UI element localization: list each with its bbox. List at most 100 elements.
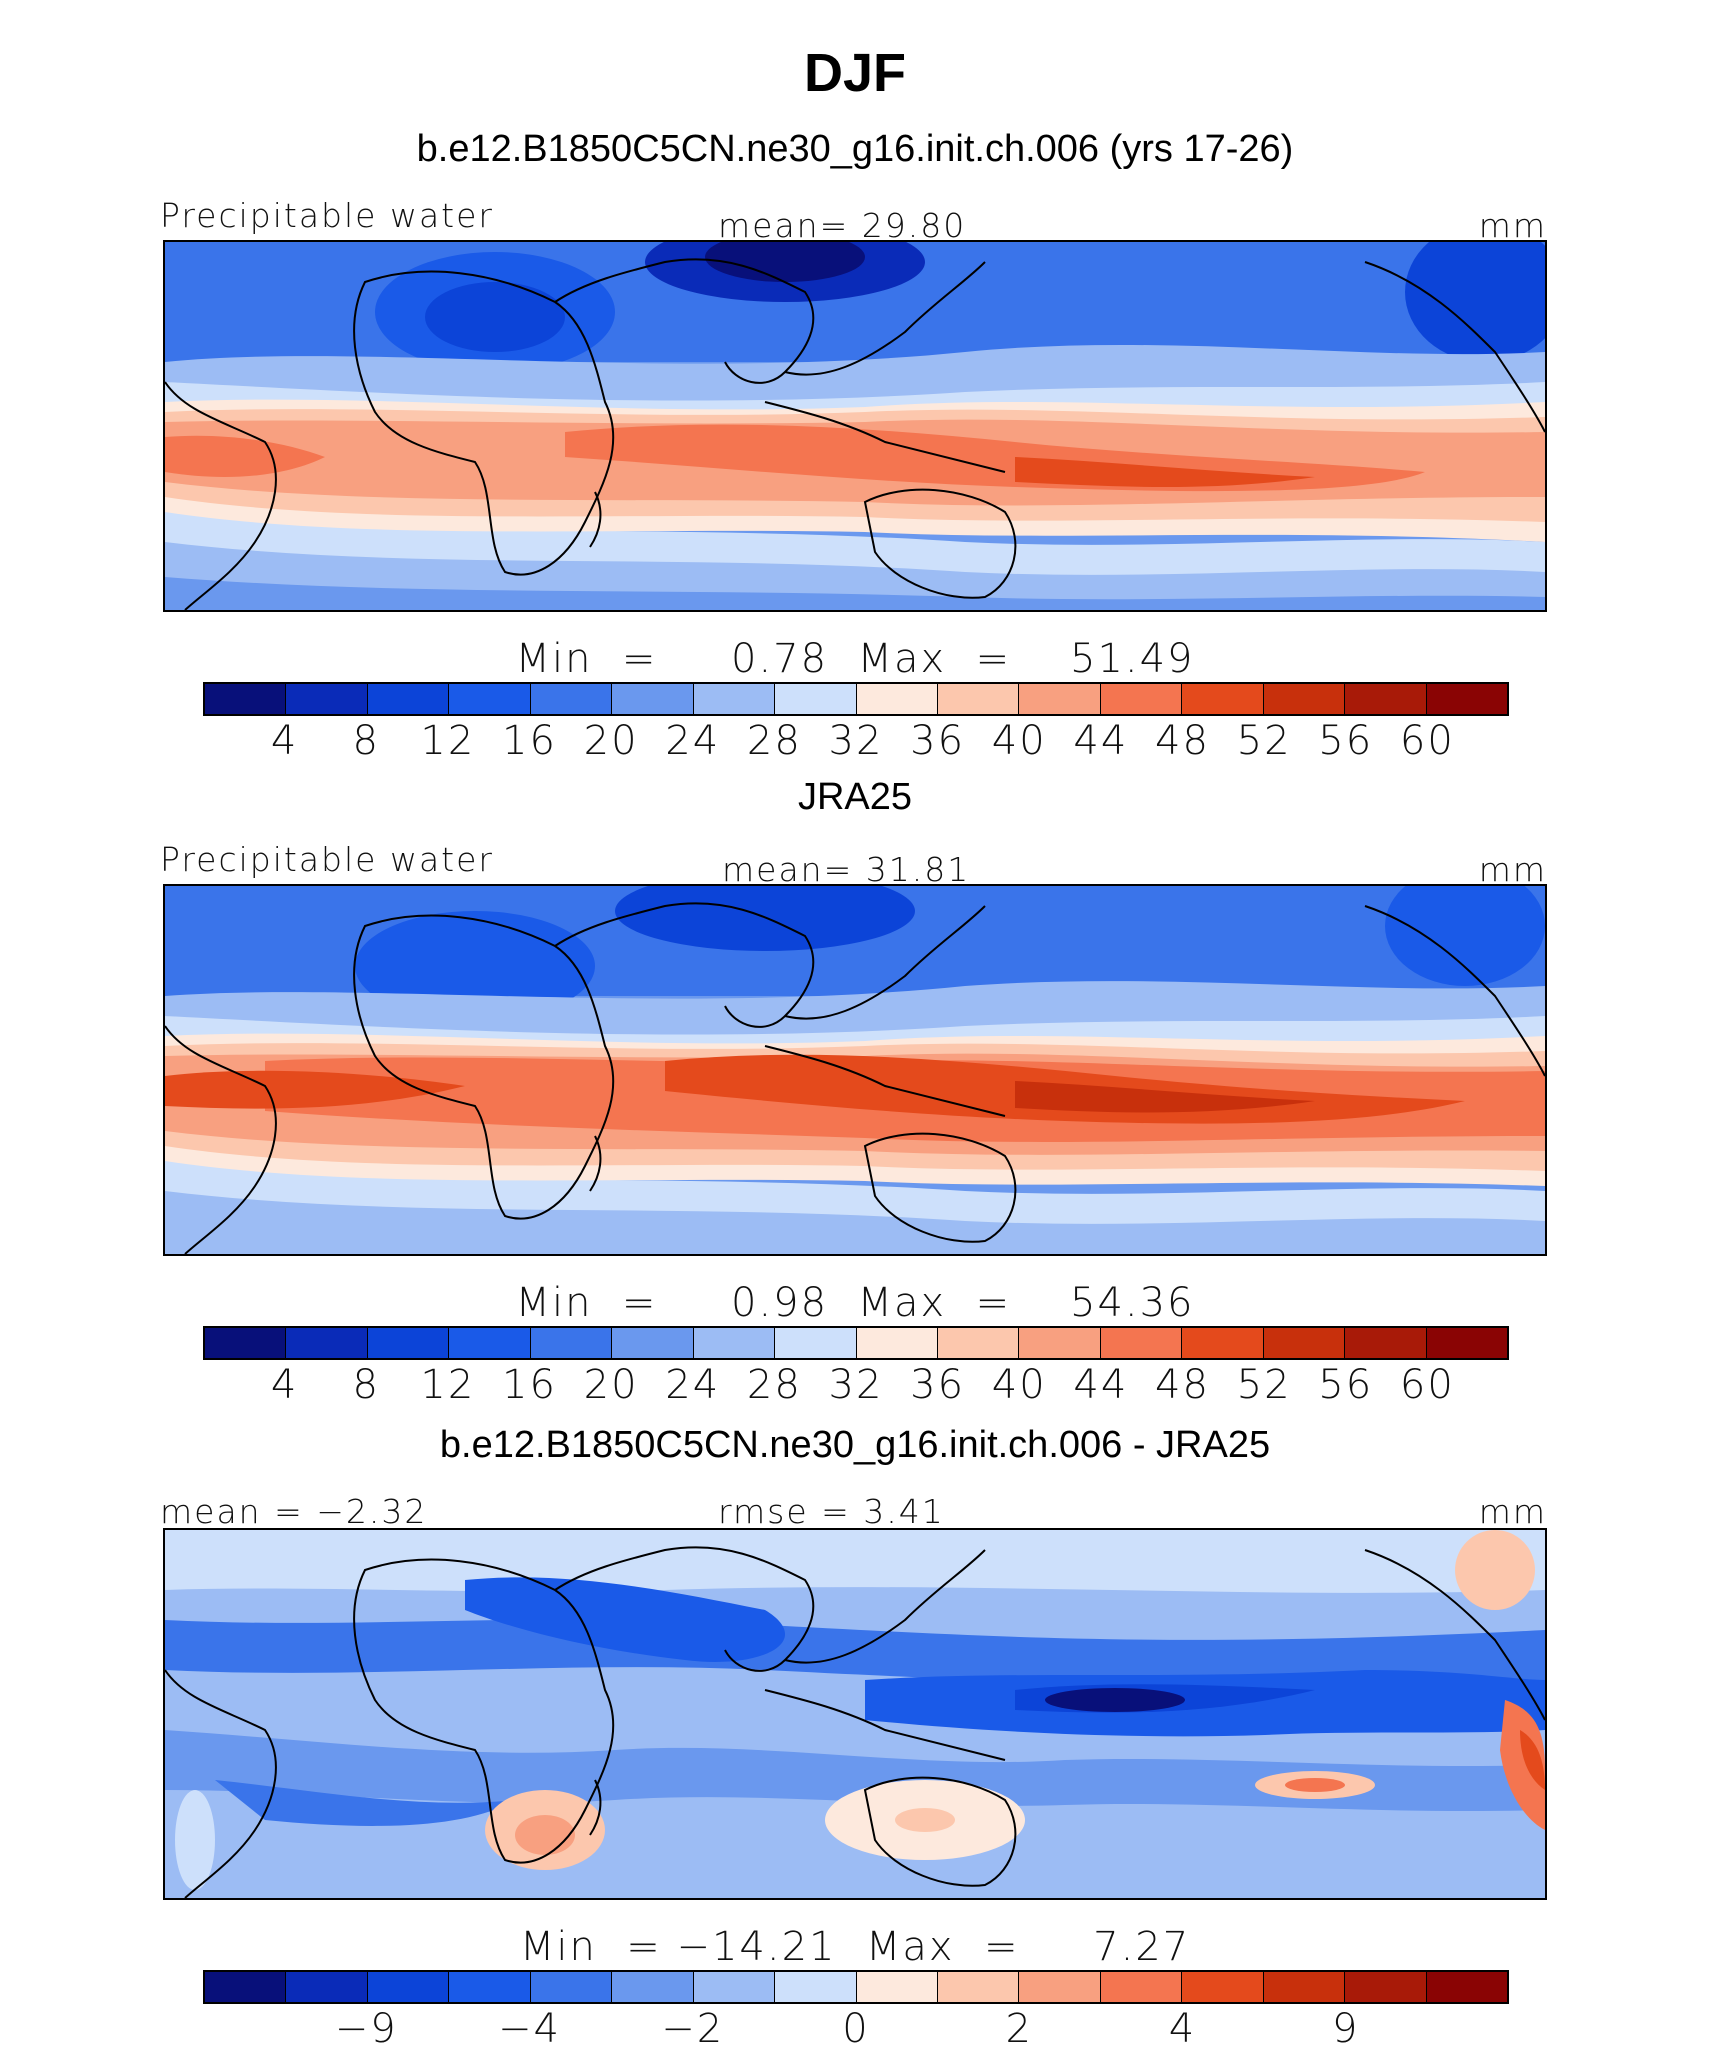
colorbar-swatch	[1263, 1972, 1346, 2002]
colorbar-tick-label: 8	[352, 718, 380, 764]
colorbar-swatch	[775, 684, 857, 714]
colorbar-swatch	[205, 1972, 287, 2002]
colorbar-swatch	[937, 684, 1020, 714]
colorbar-swatch	[1182, 1972, 1264, 2002]
colorbar-swatch	[612, 684, 694, 714]
colorbar-swatch	[775, 1972, 857, 2002]
colorbar-tick-label: 0	[842, 2006, 870, 2052]
colorbar-tick-label: 40	[991, 718, 1047, 764]
colorbar-tick-label: 28	[746, 1362, 802, 1408]
figure-title: DJF	[803, 43, 906, 103]
colorbar-swatch	[1100, 1972, 1183, 2002]
colorbar-swatch	[286, 1972, 368, 2002]
colorbar-tick-label: 12	[420, 718, 476, 764]
colorbar-swatch	[693, 1328, 776, 1358]
colorbar-tick-label: 9	[1332, 2006, 1360, 2052]
colorbar-tick-label: 2	[1005, 2006, 1033, 2052]
colorbar-tick-label: 4	[270, 718, 299, 764]
panel3-map	[163, 1528, 1547, 1900]
colorbar-swatch	[937, 1972, 1020, 2002]
colorbar-tick-label: 4	[1168, 2006, 1197, 2052]
colorbar-tick-label: 32	[828, 1362, 884, 1408]
colorbar-swatch	[937, 1328, 1020, 1358]
colorbar-tick-label: 36	[910, 1362, 966, 1408]
colorbar-tick-label: 56	[1318, 718, 1374, 764]
panel3-mean-label: mean = −2.32	[160, 1492, 428, 1531]
panel1-title: b.e12.B1850C5CN.ne30_g16.init.ch.006 (yr…	[416, 128, 1294, 170]
panel1-units: mm	[1478, 206, 1547, 245]
panel3-minmax: Min = −14.21 Max = 7.27	[519, 1924, 1191, 1970]
panel3-rmse-label: rmse = 3.41	[718, 1492, 945, 1531]
colorbar-tick-label: 28	[746, 718, 802, 764]
colorbar-swatch	[1019, 1972, 1101, 2002]
colorbar-swatch	[856, 684, 938, 714]
colorbar-tick-label: 4	[270, 1362, 299, 1408]
panel2-units: mm	[1478, 850, 1547, 889]
colorbar-swatch	[1263, 684, 1346, 714]
colorbar-swatch	[1019, 684, 1101, 714]
panel1-colorbar	[203, 682, 1509, 716]
colorbar-tick-label: −4	[498, 2006, 561, 2052]
colorbar-swatch	[530, 684, 613, 714]
colorbar-tick-label: 48	[1155, 1362, 1210, 1408]
colorbar-swatch	[1182, 1328, 1264, 1358]
colorbar-tick-label: 20	[583, 1362, 639, 1408]
panel2-minmax: Min = 0.98 Max = 54.36	[515, 1280, 1195, 1326]
colorbar-tick-label: 24	[665, 718, 721, 764]
colorbar-tick-label: 48	[1155, 718, 1210, 764]
colorbar-swatch	[1426, 684, 1507, 714]
colorbar-swatch	[1100, 1328, 1183, 1358]
colorbar-swatch	[612, 1972, 694, 2002]
colorbar-tick-label: 16	[502, 1362, 557, 1408]
panel1-minmax: Min = 0.78 Max = 51.49	[515, 636, 1195, 682]
panel1-mean-label: mean= 29.80	[718, 206, 967, 245]
panel1-colorbar-ticks: 4 8 12 16 20 24 28 32 36 40 44 48 52 56 60	[0, 718, 1710, 766]
colorbar-swatch	[1345, 684, 1427, 714]
panel3-colorbar-ticks: −9 −4 −2 0 2 4 9	[0, 2006, 1710, 2054]
panel1-map	[163, 240, 1547, 612]
colorbar-tick-label: 52	[1236, 1362, 1292, 1408]
colorbar-tick-label: 44	[1073, 718, 1129, 764]
colorbar-tick-label: 56	[1318, 1362, 1374, 1408]
colorbar-swatch	[1426, 1328, 1507, 1358]
colorbar-tick-label: 16	[502, 718, 557, 764]
colorbar-tick-label: 8	[352, 1362, 380, 1408]
colorbar-swatch	[530, 1328, 613, 1358]
colorbar-swatch	[367, 1972, 450, 2002]
panel2-title: JRA25	[797, 776, 913, 818]
colorbar-tick-label: 60	[1399, 1362, 1455, 1408]
panel3-units: mm	[1478, 1492, 1547, 1531]
colorbar-swatch	[367, 1328, 450, 1358]
panel3-colorbar	[203, 1970, 1509, 2004]
colorbar-swatch	[1100, 684, 1183, 714]
colorbar-swatch	[856, 1328, 938, 1358]
colorbar-swatch	[367, 684, 450, 714]
colorbar-swatch	[693, 684, 776, 714]
colorbar-tick-label: 44	[1073, 1362, 1129, 1408]
colorbar-swatch	[286, 684, 368, 714]
colorbar-swatch	[1182, 684, 1264, 714]
panel2-map	[163, 884, 1547, 1256]
colorbar-swatch	[449, 684, 531, 714]
panel2-mean-label: mean= 31.81	[722, 850, 971, 889]
colorbar-tick-label: −9	[334, 2006, 398, 2052]
colorbar-tick-label: 32	[828, 718, 884, 764]
colorbar-tick-label: 52	[1236, 718, 1292, 764]
colorbar-swatch	[1345, 1328, 1427, 1358]
colorbar-swatch	[1019, 1328, 1101, 1358]
colorbar-swatch	[1263, 1328, 1346, 1358]
panel1-variable-label: Precipitable water	[160, 196, 494, 235]
colorbar-swatch	[205, 684, 287, 714]
colorbar-tick-label: −2	[661, 2006, 725, 2052]
colorbar-swatch	[449, 1972, 531, 2002]
colorbar-swatch	[530, 1972, 613, 2002]
colorbar-swatch	[612, 1328, 694, 1358]
colorbar-tick-label: 24	[665, 1362, 721, 1408]
colorbar-swatch	[449, 1328, 531, 1358]
panel2-colorbar-ticks: 4 8 12 16 20 24 28 32 36 40 44 48 52 56 60	[0, 1362, 1710, 1410]
panel2-variable-label: Precipitable water	[160, 840, 494, 879]
colorbar-swatch	[693, 1972, 776, 2002]
colorbar-swatch	[1345, 1972, 1427, 2002]
colorbar-tick-label: 36	[910, 718, 966, 764]
colorbar-swatch	[205, 1328, 287, 1358]
